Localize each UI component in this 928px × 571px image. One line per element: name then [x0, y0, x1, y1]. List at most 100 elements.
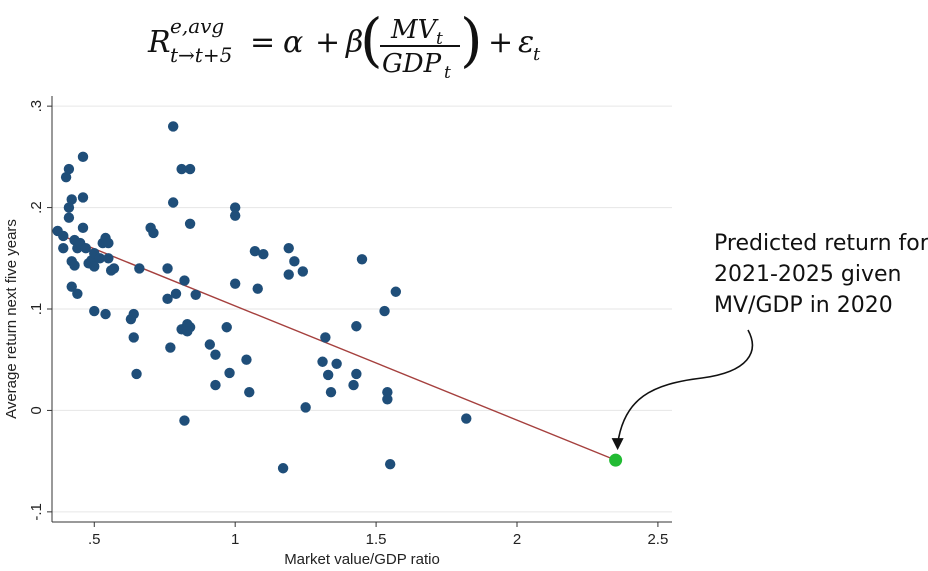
y-tick-label: -.1 [28, 503, 45, 521]
data-point [103, 237, 114, 249]
x-ticks: .5 1 1.5 2 2.5 [88, 522, 668, 548]
data-point [77, 192, 89, 203]
data-point [94, 253, 106, 264]
annotation-arrowhead [611, 438, 624, 451]
data-point [277, 463, 289, 474]
data-point [348, 379, 359, 391]
data-point [63, 212, 75, 223]
data-point [221, 322, 232, 333]
y-tick-label: .2 [28, 201, 45, 214]
data-point [297, 266, 309, 277]
y-tick-label: .1 [28, 303, 45, 316]
regression-formula: R e,avg t→t+5 = α + β ( MV t GDP t ) + ε… [147, 6, 541, 83]
annotation-line: 2021-2025 given [714, 262, 901, 287]
formula-left-paren: ( [360, 6, 383, 74]
x-tick-label: 2.5 [647, 531, 668, 548]
data-point [167, 121, 179, 132]
data-point [182, 326, 193, 337]
data-points [52, 121, 472, 474]
data-point [162, 263, 173, 274]
data-point [58, 242, 69, 254]
y-axis-title: Average return next five years [3, 219, 20, 419]
data-point [58, 230, 69, 242]
data-point [100, 308, 111, 320]
data-point [69, 260, 80, 271]
formula-right-paren: ) [460, 6, 483, 74]
data-point [167, 197, 179, 208]
data-point [190, 289, 201, 300]
data-point [325, 386, 337, 398]
data-point [184, 218, 196, 229]
x-axis-title: Market value/GDP ratio [284, 551, 440, 568]
data-point [379, 305, 390, 317]
formula-equals: = [250, 25, 275, 60]
data-point [89, 305, 100, 317]
x-tick-label: .5 [88, 531, 101, 548]
data-point [283, 242, 294, 254]
formula-gdp: GDP [382, 49, 442, 79]
data-point [60, 171, 72, 183]
data-point [210, 379, 221, 391]
data-point [384, 458, 396, 470]
data-point [63, 163, 75, 175]
data-point [229, 278, 241, 289]
data-point [134, 263, 145, 274]
formula-plus-2: + [488, 25, 513, 60]
formula-mv-subscript: t [436, 29, 443, 49]
y-ticks: -.1 0 .1 .2 .3 [28, 100, 52, 521]
data-point [77, 222, 89, 234]
y-tick-label: 0 [28, 406, 45, 414]
data-point [461, 413, 472, 424]
data-point [258, 249, 269, 260]
data-point [210, 349, 221, 360]
data-point [289, 256, 300, 267]
annotation-line: MV/GDP in 2020 [714, 293, 893, 318]
data-point [351, 368, 362, 380]
data-point [108, 263, 120, 274]
annotation-line: Predicted return for [714, 231, 928, 256]
data-point [351, 321, 362, 332]
formula-mv: MV [390, 15, 439, 45]
data-point [229, 202, 241, 213]
data-point [103, 253, 114, 264]
data-point [322, 369, 334, 381]
data-point [77, 151, 89, 163]
annotation-arrow [616, 329, 754, 445]
formula-plus-1: + [315, 25, 340, 60]
data-point [184, 163, 196, 175]
data-point [331, 358, 342, 369]
data-point [80, 242, 92, 254]
data-point [229, 210, 241, 221]
formula-epsilon-subscript: t [533, 44, 541, 65]
formula-gdp-subscript: t [444, 63, 451, 83]
x-tick-label: 1 [231, 531, 239, 548]
regression-line [57, 233, 616, 461]
formula-R: R [147, 25, 171, 60]
predicted-point [609, 453, 623, 467]
data-point [66, 194, 77, 205]
data-point [382, 394, 393, 405]
formula-subscript: t→t+5 [170, 43, 232, 67]
formula-alpha: α [283, 25, 303, 60]
data-point [179, 415, 190, 426]
data-point [89, 261, 100, 272]
data-point [204, 339, 216, 350]
data-point [224, 367, 235, 379]
data-point [249, 245, 261, 257]
data-point [131, 368, 142, 380]
formula-epsilon: ε [518, 25, 534, 60]
gridlines [52, 105, 672, 513]
data-point [283, 269, 294, 280]
data-point [165, 342, 176, 353]
data-point [66, 281, 77, 292]
data-point [252, 283, 263, 294]
x-tick-label: 1.5 [366, 531, 387, 548]
formula-superscript: e,avg [170, 14, 224, 38]
formula-beta: β [345, 25, 363, 60]
data-point [244, 386, 255, 398]
data-point [162, 293, 173, 305]
x-tick-label: 2 [513, 531, 521, 548]
annotation-text: Predicted return for 2021-2025 given MV/GD… [714, 231, 928, 318]
data-point [128, 308, 139, 320]
